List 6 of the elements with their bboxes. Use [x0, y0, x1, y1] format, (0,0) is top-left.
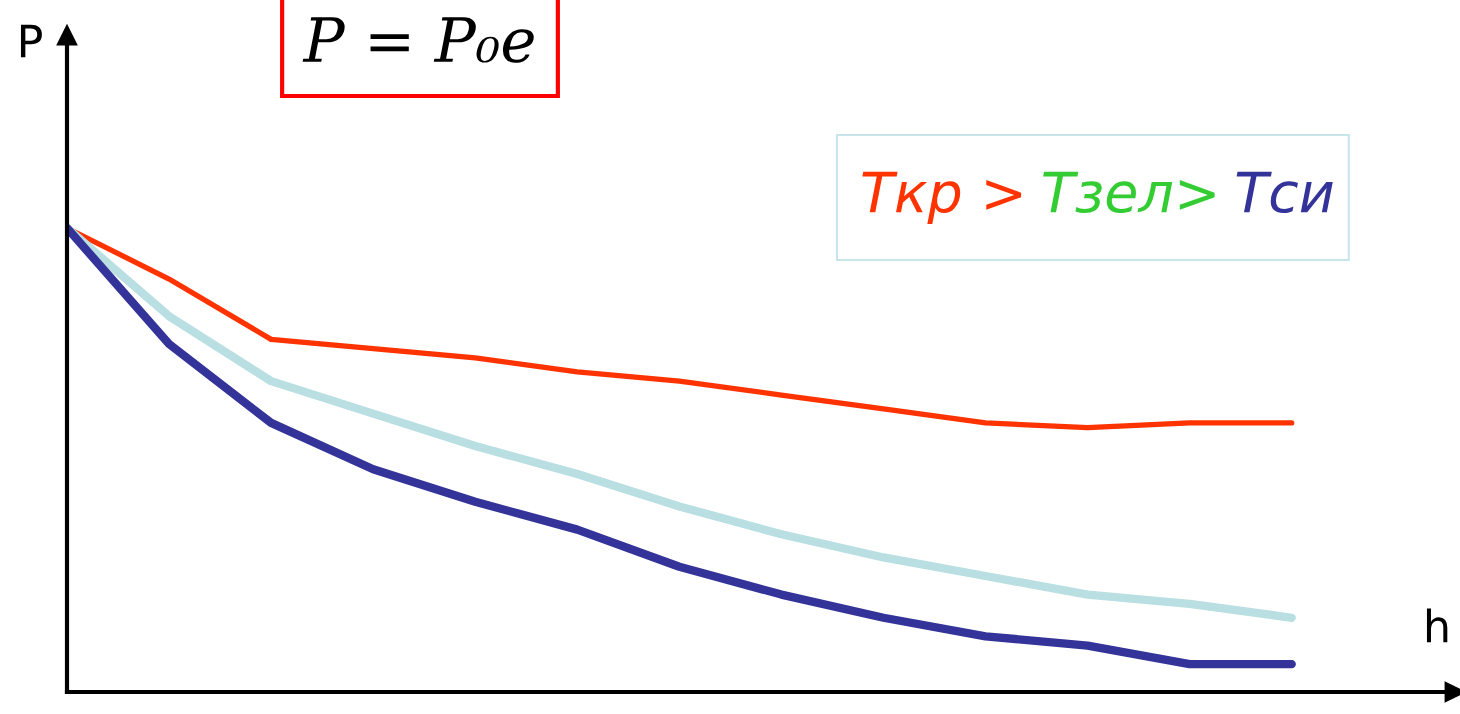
- text: Тзел>: [1043, 171, 1215, 214]
- text: P = P₀e: [302, 17, 534, 63]
- x-axis-title: h: [1426, 608, 1448, 643]
- text: Тси: [1236, 171, 1333, 214]
- y-axis-title: P: [20, 24, 42, 58]
- text: Ткр >: [862, 171, 1022, 224]
